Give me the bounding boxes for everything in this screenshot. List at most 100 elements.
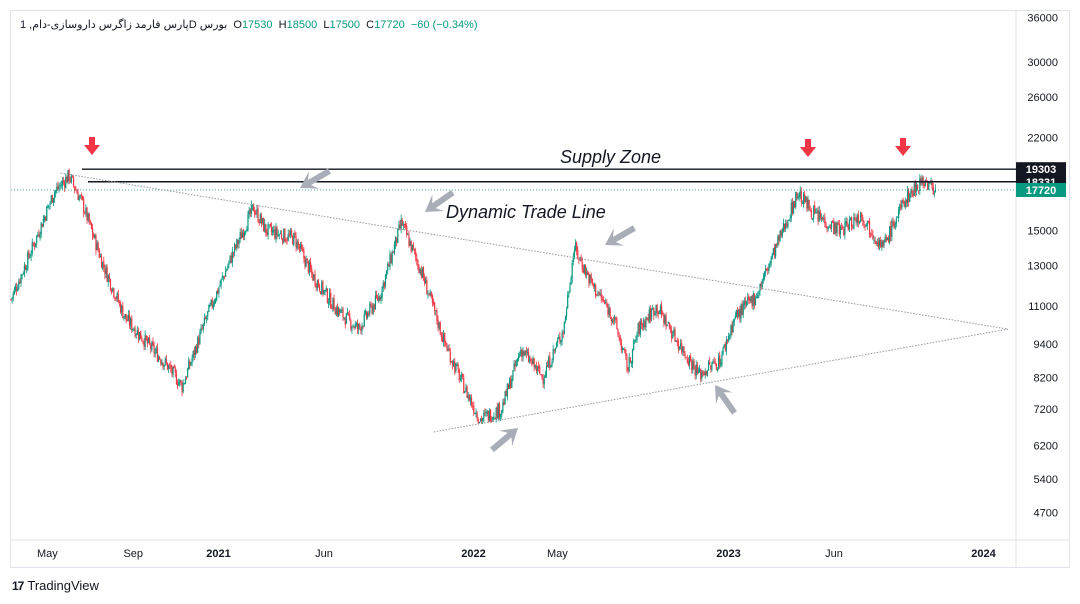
candle-body <box>190 362 192 365</box>
candle-body <box>124 314 126 317</box>
candle-body <box>681 343 683 353</box>
candle-body <box>48 205 50 207</box>
candle-body <box>786 223 788 227</box>
candle-body <box>678 347 681 350</box>
candle-body <box>109 279 112 290</box>
candle-body <box>751 295 753 307</box>
candle-body <box>512 370 514 380</box>
candle-body <box>905 199 908 203</box>
candle-body <box>210 299 212 305</box>
candle-body <box>757 294 759 299</box>
candle-body <box>150 344 152 350</box>
candle-body <box>389 254 391 268</box>
candle-body <box>497 404 499 419</box>
candle-body <box>662 312 664 314</box>
candle-body <box>58 186 60 189</box>
candle-body <box>931 181 933 188</box>
candle-body <box>570 278 572 285</box>
candle-body <box>373 304 375 310</box>
candle-body <box>52 198 55 204</box>
candle-body <box>523 350 525 356</box>
candle-body <box>668 322 671 328</box>
candle-body <box>753 293 755 305</box>
candle-body <box>151 342 153 351</box>
symbol-name[interactable]: 1 ,پارس فارمد زاگرس داروسازی-دام <box>20 19 189 31</box>
candle-body <box>169 364 171 366</box>
candle-body <box>799 190 801 197</box>
candle-body <box>46 206 48 221</box>
candle-body <box>714 362 716 365</box>
candle-body <box>406 226 408 235</box>
tradingview-logo[interactable]: 17 TradingView <box>12 578 99 593</box>
close-value: 17720 <box>374 19 405 31</box>
candle-body <box>779 230 781 241</box>
candle-body <box>50 196 52 203</box>
candle-body <box>147 338 150 343</box>
candle-body <box>252 203 255 212</box>
candle-body <box>813 206 815 219</box>
candle-body <box>588 273 590 284</box>
candle-body <box>543 378 545 385</box>
candle-body <box>705 371 707 376</box>
candle-body <box>626 356 628 370</box>
candle-body <box>742 303 744 315</box>
candle-body <box>66 176 68 183</box>
candle-body <box>521 349 523 357</box>
candle-body <box>732 322 734 332</box>
candle-body <box>716 368 719 370</box>
price-badge-last-bg <box>1016 182 1066 197</box>
candle-body <box>846 221 848 226</box>
candle-body <box>324 290 326 292</box>
candle-body <box>767 268 769 271</box>
candle-body <box>115 298 117 300</box>
symbol-interval: D <box>188 19 197 31</box>
candle-body <box>549 356 551 368</box>
candle-body <box>261 218 264 223</box>
gray-arrow-icon <box>425 190 455 212</box>
candle-body <box>806 197 808 209</box>
candle-body <box>737 310 739 317</box>
price-tick-label: 8200 <box>1034 372 1058 384</box>
candle-body <box>576 242 578 251</box>
candle-body <box>41 224 43 228</box>
candle-body <box>635 339 637 341</box>
time-tick-label: May <box>547 548 568 560</box>
candle-body <box>883 240 885 246</box>
candle-body <box>299 244 302 249</box>
candle-body <box>173 365 175 369</box>
gray-arrow-shape <box>425 190 455 212</box>
candle-body <box>762 277 764 281</box>
candle-body <box>544 374 546 378</box>
candle-body <box>510 378 512 389</box>
candle-body <box>443 333 445 342</box>
price-tick-label: 26000 <box>1027 92 1058 104</box>
candle-body <box>73 177 75 186</box>
candle-body <box>890 225 892 237</box>
candle-body <box>880 240 882 248</box>
candle-body <box>628 356 630 372</box>
candle-body <box>721 354 723 364</box>
candle-body <box>792 202 795 214</box>
candle-body <box>535 366 537 372</box>
candle-body <box>605 302 607 304</box>
candle-body <box>305 258 307 268</box>
candle-body <box>161 362 163 365</box>
candle-body <box>502 402 504 412</box>
candle-body <box>407 234 409 236</box>
candle-body <box>649 308 652 321</box>
candle-body <box>934 189 937 193</box>
candle-body <box>805 196 807 203</box>
candle-body <box>691 360 693 371</box>
candle-body <box>871 233 873 235</box>
candle-body <box>229 255 231 261</box>
candle-body <box>862 217 864 222</box>
candle-body <box>146 338 148 344</box>
gray-arrow-shape <box>605 225 636 246</box>
dynamic-trade-line[interactable] <box>60 172 1009 330</box>
candle-body <box>551 361 553 366</box>
support-trend-line[interactable] <box>433 328 1009 433</box>
candle-body <box>457 364 459 370</box>
candle-body <box>653 307 655 316</box>
candle-body <box>830 221 833 229</box>
